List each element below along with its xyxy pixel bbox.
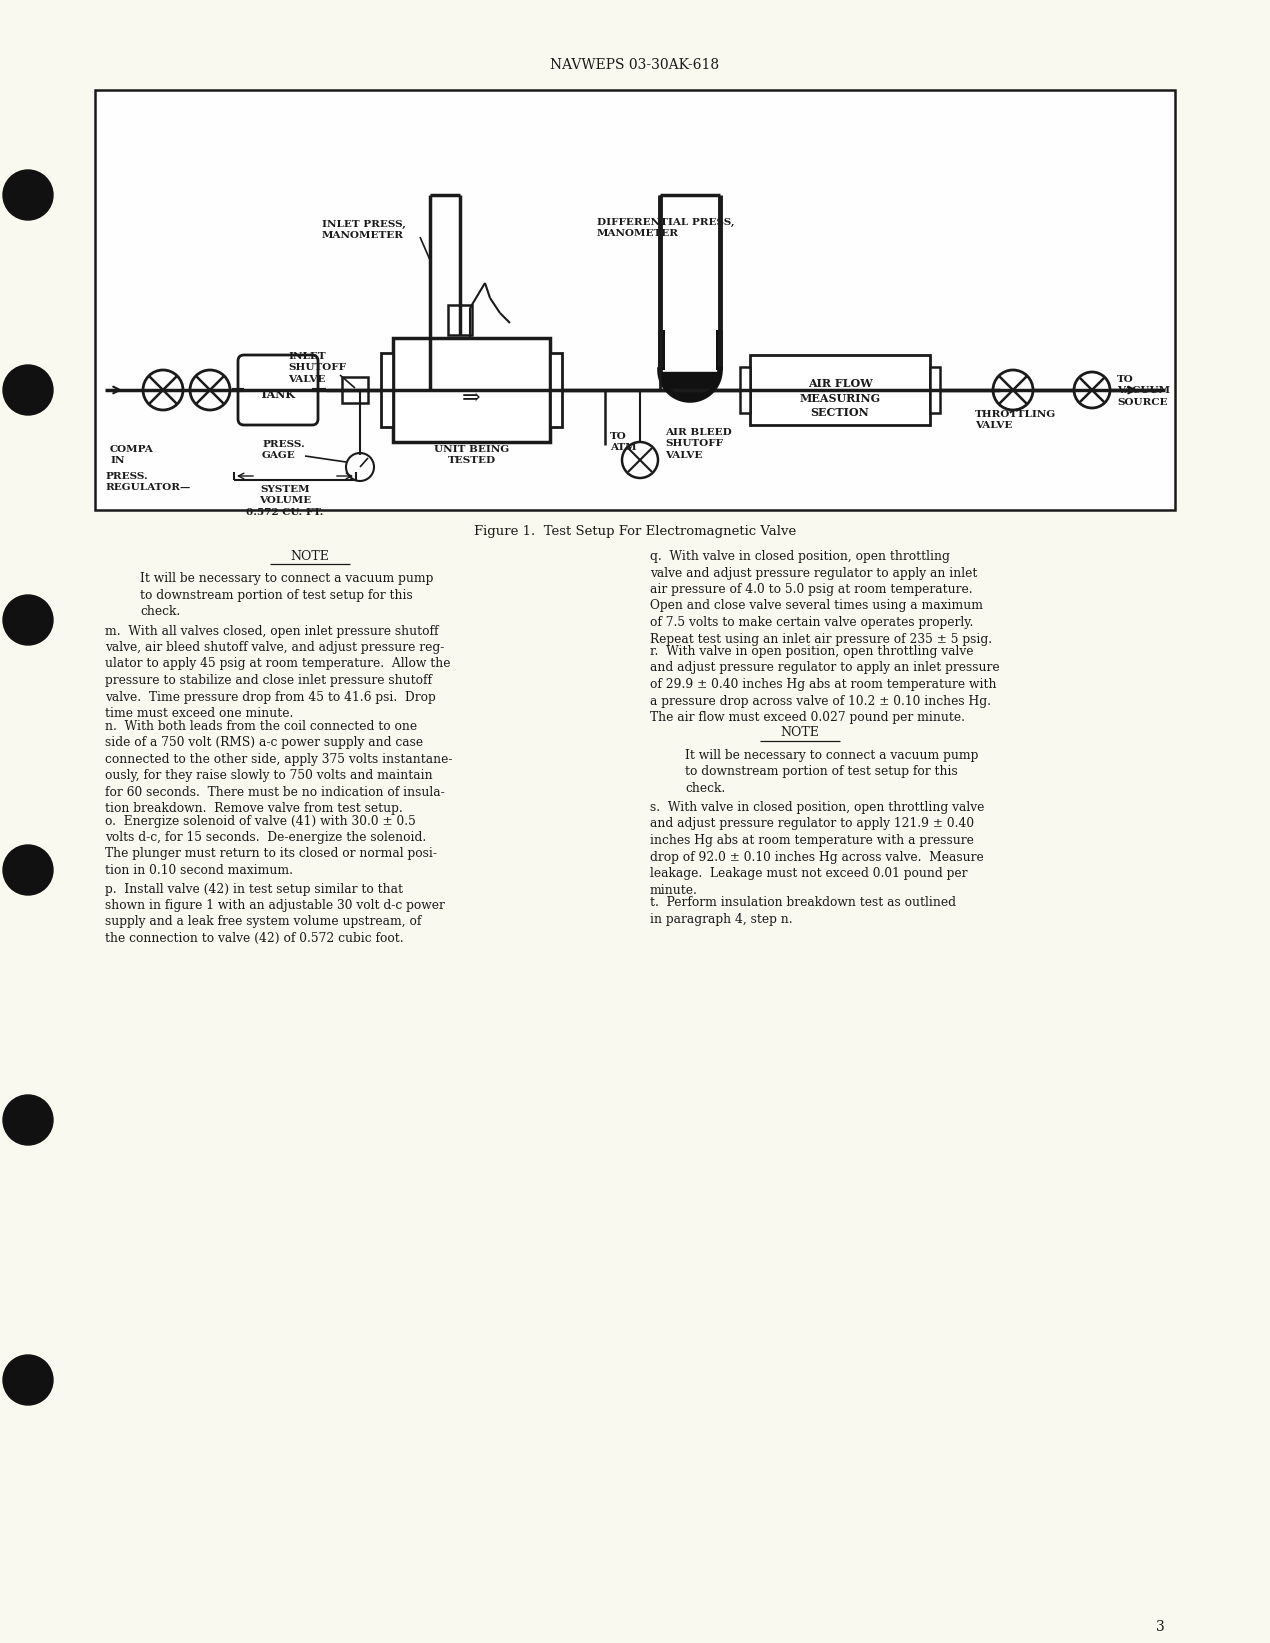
Bar [381,353,392,427]
Circle shape [622,442,658,478]
Text: TO
ATM: TO ATM [610,432,636,452]
Text: Figure 1.  Test Setup For Electromagnetic Valve: Figure 1. Test Setup For Electromagnetic… [474,526,796,537]
Bar [751,355,930,426]
Circle shape [3,169,53,220]
Text: TANK: TANK [260,389,296,401]
Text: s.  With valve in closed position, open throttling valve
and adjust pressure reg: s. With valve in closed position, open t… [650,802,984,897]
Text: r.  With valve in open position, open throttling valve
and adjust pressure regul: r. With valve in open position, open thr… [650,646,999,725]
Circle shape [190,370,230,411]
Circle shape [3,845,53,895]
FancyBboxPatch shape [237,355,318,426]
Circle shape [3,1094,53,1145]
Text: COMPA
IN: COMPA IN [110,445,154,465]
Text: INLET PRESS,
MANOMETER: INLET PRESS, MANOMETER [323,220,406,240]
Text: AIR BLEED
SHUTOFF
VALVE: AIR BLEED SHUTOFF VALVE [665,427,732,460]
Text: NAVWEPS 03-30AK-618: NAVWEPS 03-30AK-618 [550,58,720,72]
Circle shape [1074,371,1110,407]
Circle shape [3,595,53,646]
Text: NOTE: NOTE [781,726,819,739]
Text: It will be necessary to connect a vacuum pump
to downstream portion of test setu: It will be necessary to connect a vacuum… [140,572,433,618]
Text: m.  With all valves closed, open inlet pressure shutoff
valve, air bleed shutoff: m. With all valves closed, open inlet pr… [105,624,451,720]
Text: It will be necessary to connect a vacuum pump
to downstream portion of test setu: It will be necessary to connect a vacuum… [685,749,978,795]
Bar [658,330,665,370]
Bar [550,353,563,427]
Text: n.  With both leads from the coil connected to one
side of a 750 volt (RMS) a-c : n. With both leads from the coil connect… [105,720,452,815]
Text: DIFFERENTIAL PRESS,
MANOMETER: DIFFERENTIAL PRESS, MANOMETER [597,219,734,238]
Bar [95,90,1175,509]
Circle shape [144,370,183,411]
Text: SYSTEM
VOLUME
0.572 CU. FT.: SYSTEM VOLUME 0.572 CU. FT. [246,485,324,518]
Text: PRESS.
GAGE: PRESS. GAGE [262,440,305,460]
Text: 3: 3 [1156,1620,1165,1635]
Text: INLET
SHUTOFF
VALVE: INLET SHUTOFF VALVE [288,352,345,384]
Text: THROTTLING
VALVE: THROTTLING VALVE [975,411,1057,430]
Circle shape [345,453,373,481]
Text: TO
VACUUM
SOURCE: TO VACUUM SOURCE [1118,375,1170,407]
Circle shape [993,370,1033,411]
Text: UNIT BEING
TESTED: UNIT BEING TESTED [434,445,509,465]
Text: ⇒: ⇒ [462,388,481,409]
Bar [716,330,723,370]
Text: p.  Install valve (42) in test setup similar to that
shown in figure 1 with an a: p. Install valve (42) in test setup simi… [105,882,444,945]
Text: AIR FLOW
MEASURING
SECTION: AIR FLOW MEASURING SECTION [799,378,880,417]
Bar [392,338,550,442]
Bar [930,366,940,412]
Bar [740,366,751,412]
Text: o.  Energize solenoid of valve (41) with 30.0 ± 0.5
volts d-c, for 15 seconds.  : o. Energize solenoid of valve (41) with … [105,815,437,877]
Text: NOTE: NOTE [291,550,329,564]
Circle shape [3,365,53,416]
Circle shape [3,1355,53,1405]
Text: q.  With valve in closed position, open throttling
valve and adjust pressure reg: q. With valve in closed position, open t… [650,550,992,646]
Text: PRESS.
REGULATOR—: PRESS. REGULATOR— [105,472,190,493]
Bar [448,306,472,335]
Text: t.  Perform insulation breakdown test as outlined
in paragraph 4, step n.: t. Perform insulation breakdown test as … [650,895,956,925]
